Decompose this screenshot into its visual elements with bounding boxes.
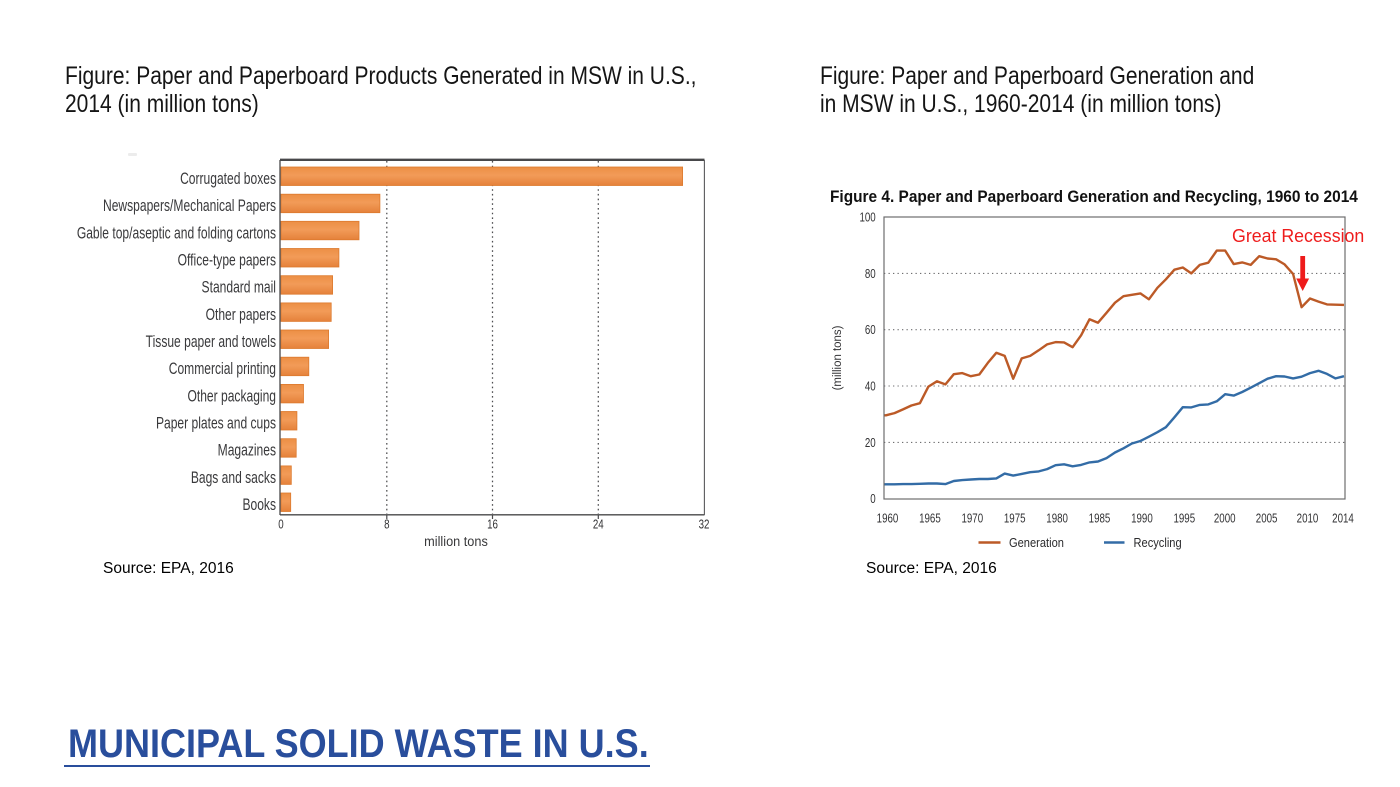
svg-text:20: 20	[865, 437, 876, 450]
svg-text:1975: 1975	[1004, 512, 1026, 525]
svg-text:Magazines: Magazines	[218, 442, 276, 460]
svg-text:1960: 1960	[877, 512, 899, 525]
svg-text:Newspapers/Mechanical Papers: Newspapers/Mechanical Papers	[103, 197, 276, 215]
svg-text:Paper plates and cups: Paper plates and cups	[156, 415, 276, 433]
svg-text:2000: 2000	[1214, 512, 1236, 525]
svg-text:Gable top/aseptic and folding: Gable top/aseptic and folding cartons	[77, 224, 276, 242]
svg-text:1965: 1965	[919, 512, 941, 525]
svg-text:24: 24	[593, 518, 604, 531]
svg-text:Tissue paper and towels: Tissue paper and towels	[146, 333, 276, 351]
svg-text:1980: 1980	[1046, 512, 1068, 525]
svg-text:Commercial printing: Commercial printing	[169, 360, 276, 378]
svg-text:100: 100	[859, 211, 875, 224]
svg-text:8: 8	[384, 518, 389, 531]
svg-text:Standard mail: Standard mail	[202, 279, 276, 297]
svg-text:Other papers: Other papers	[206, 306, 276, 324]
svg-text:Other packaging: Other packaging	[187, 388, 276, 406]
svg-text:16: 16	[487, 518, 498, 531]
svg-text:1990: 1990	[1131, 512, 1153, 525]
svg-text:Books: Books	[242, 496, 276, 514]
svg-text:Office-type papers: Office-type papers	[178, 252, 276, 270]
svg-text:40: 40	[865, 380, 876, 393]
svg-text:million tons: million tons	[424, 534, 488, 550]
svg-text:0: 0	[278, 518, 283, 531]
svg-text:2005: 2005	[1256, 512, 1278, 525]
svg-text:1995: 1995	[1173, 512, 1195, 525]
svg-text:2014: 2014	[1332, 512, 1354, 525]
svg-text:1985: 1985	[1089, 512, 1111, 525]
svg-text:0: 0	[870, 493, 875, 506]
svg-text:Generation: Generation	[1009, 535, 1064, 550]
svg-text:80: 80	[865, 268, 876, 281]
svg-text:Recycling: Recycling	[1134, 535, 1182, 550]
svg-text:60: 60	[865, 324, 876, 337]
svg-text:1970: 1970	[961, 512, 983, 525]
svg-text:(million tons): (million tons)	[830, 326, 844, 391]
svg-text:32: 32	[699, 518, 710, 531]
svg-text:Corrugated boxes: Corrugated boxes	[180, 170, 276, 188]
svg-text:2010: 2010	[1297, 512, 1319, 525]
svg-text:Bags and sacks: Bags and sacks	[191, 469, 276, 487]
